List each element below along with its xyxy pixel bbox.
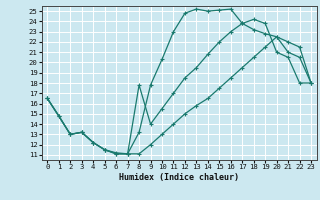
X-axis label: Humidex (Indice chaleur): Humidex (Indice chaleur) bbox=[119, 173, 239, 182]
